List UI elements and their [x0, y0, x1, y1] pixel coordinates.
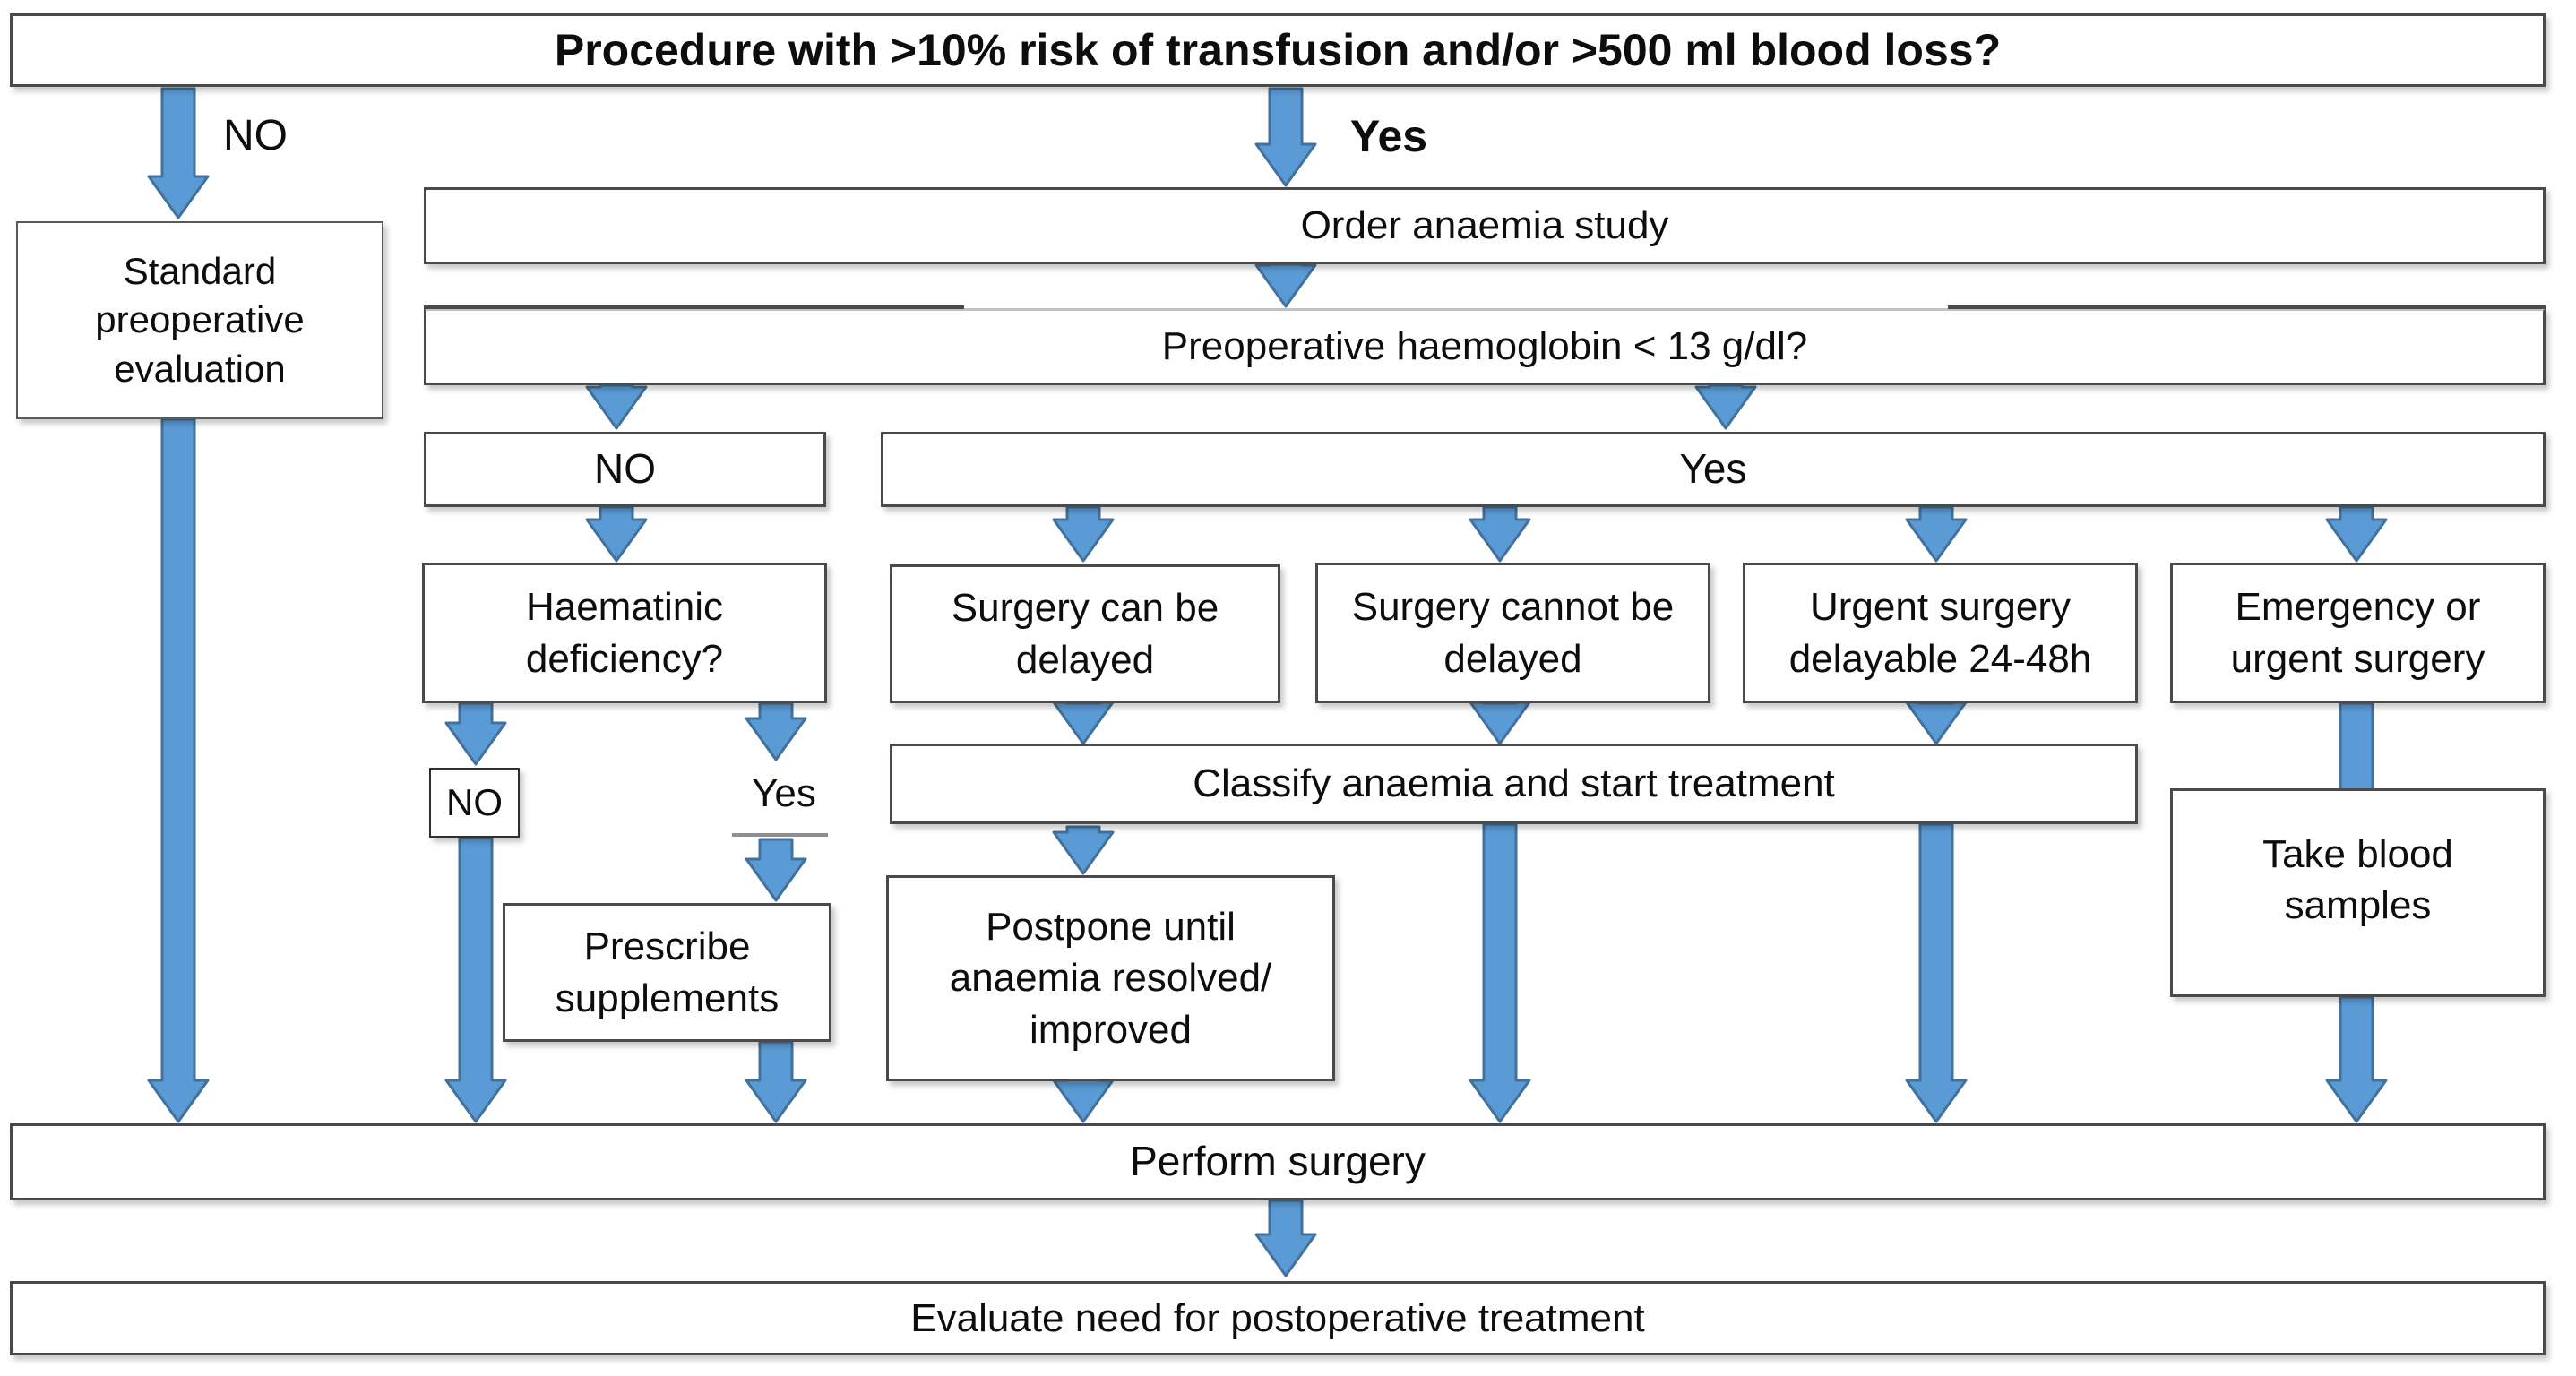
flow-arrow-down — [444, 701, 507, 766]
node-standard-preoperative-evaluation: Standard preoperative evaluation — [16, 221, 383, 419]
divider-line — [732, 833, 828, 837]
node-label: NO — [446, 780, 503, 823]
flow-arrow-down — [745, 701, 807, 761]
flow-arrow-down — [1052, 1078, 1115, 1123]
branch-label-yes: Yes — [1326, 108, 1452, 165]
flow-arrow-down — [1052, 701, 1115, 745]
flow-arrow-down — [1469, 701, 1531, 745]
node-postpone-until-resolved: Postpone until anaemia resolved/ improve… — [886, 875, 1335, 1081]
flow-arrow-down — [1254, 1199, 1317, 1277]
node-label: Surgery cannot be delayed — [1351, 585, 1675, 681]
flow-arrow-down — [1469, 822, 1531, 1123]
node-classify-anaemia: Classify anaemia and start treatment — [890, 744, 2138, 824]
node-perform-surgery: Perform surgery — [10, 1123, 2546, 1200]
flow-arrow-down — [1052, 505, 1115, 563]
flow-arrow-down — [2325, 995, 2388, 1123]
node-label: Procedure with >10% risk of transfusion … — [554, 24, 2002, 75]
node-label: Yes — [1679, 445, 1747, 493]
node-hb-yes: Yes — [881, 432, 2546, 507]
node-label: Perform surgery — [1130, 1138, 1426, 1185]
flow-arrow-down — [147, 417, 210, 1123]
flow-arrow-down — [444, 836, 507, 1123]
branch-label-haematinic-yes: Yes — [735, 767, 833, 821]
branch-label-text: NO — [223, 112, 288, 160]
node-prescribe-supplements: Prescribe supplements — [503, 903, 831, 1042]
flow-arrow-down — [585, 505, 648, 563]
flow-arrow-down — [1254, 262, 1317, 308]
branch-label-no: NO — [202, 109, 309, 163]
flow-arrow-down — [147, 87, 210, 219]
node-procedure-risk-question: Procedure with >10% risk of transfusion … — [10, 13, 2546, 87]
branch-label-text: Yes — [752, 770, 816, 815]
node-label: Classify anaemia and start treatment — [1193, 761, 1835, 806]
flow-arrow-down — [1254, 87, 1317, 187]
node-surgery-cannot-be-delayed: Surgery cannot be delayed — [1315, 563, 1710, 703]
node-evaluate-postoperative-treatment: Evaluate need for postoperative treatmen… — [10, 1281, 2546, 1355]
flow-arrow-down — [745, 1040, 807, 1123]
node-haematinic-no: NO — [429, 768, 520, 838]
node-label: Haematinic deficiency? — [525, 585, 724, 681]
node-haematinic-deficiency: Haematinic deficiency? — [422, 563, 827, 703]
border-segment — [424, 305, 964, 309]
node-label: Surgery can be delayed — [951, 586, 1219, 682]
flow-arrow-down — [1469, 505, 1531, 563]
node-emergency-or-urgent-surgery: Emergency or urgent surgery — [2170, 563, 2546, 703]
flow-arrow-down — [1905, 701, 1968, 745]
node-label: Postpone until anaemia resolved/ improve… — [949, 905, 1272, 1052]
node-label: Take blood samples — [2262, 832, 2453, 928]
flow-arrow-down — [2339, 701, 2374, 804]
node-label: Emergency or urgent surgery — [2230, 585, 2486, 681]
node-urgent-surgery-delayable: Urgent surgery delayable 24-48h — [1743, 563, 2138, 703]
flow-arrow-down — [1905, 822, 1968, 1123]
node-label: Urgent surgery delayable 24-48h — [1788, 585, 2092, 681]
flow-arrow-down — [1052, 825, 1115, 875]
node-take-blood-samples: Take blood samples — [2170, 788, 2546, 997]
flow-arrow-down — [1905, 505, 1968, 563]
border-segment — [1948, 305, 2546, 309]
node-label: Order anaemia study — [1300, 203, 1669, 248]
node-order-anaemia-study: Order anaemia study — [424, 187, 2546, 264]
flow-arrow-down — [585, 383, 648, 430]
node-label: Preoperative haemoglobin < 13 g/dl? — [1161, 324, 1808, 369]
node-hb-no: NO — [424, 432, 826, 507]
branch-label-text: Yes — [1349, 111, 1428, 161]
node-preoperative-haemoglobin-question: Preoperative haemoglobin < 13 g/dl? — [424, 308, 2546, 385]
node-label: NO — [594, 445, 656, 493]
node-label: Evaluate need for postoperative treatmen… — [910, 1295, 1645, 1340]
node-label: Prescribe supplements — [555, 924, 780, 1020]
flow-arrow-down — [745, 838, 807, 902]
node-surgery-can-be-delayed: Surgery can be delayed — [890, 564, 1280, 703]
flow-arrow-down — [1694, 383, 1757, 430]
node-label: Standard preoperative evaluation — [95, 249, 305, 390]
flow-arrow-down — [2325, 505, 2388, 563]
